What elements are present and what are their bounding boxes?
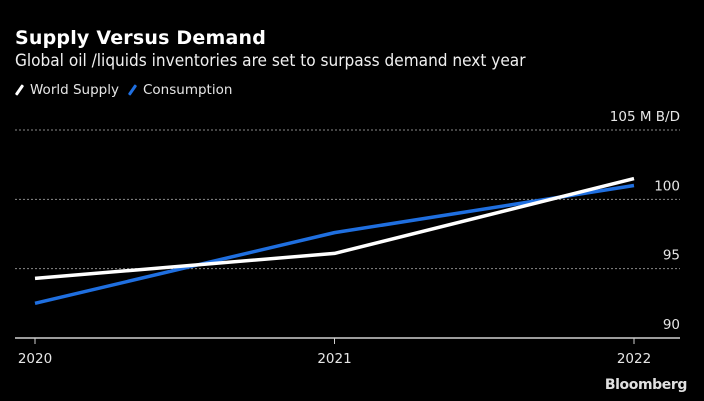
series-line-consumption [34,183,635,306]
legend: World Supply Consumption [14,82,241,98]
chart-subtitle: Global oil /liquids inventories are set … [15,51,526,70]
chart-title: Supply Versus Demand [15,27,267,49]
bloomberg-logo: Bloomberg [604,377,688,393]
x-tick-label-2022: 2022 [617,351,651,367]
legend-label-consumption: Consumption [142,82,233,98]
x-tick-label-2021: 2021 [317,351,351,367]
legend-label-world-supply: World Supply [30,82,119,98]
y-tick-label-105: 105 M B/D [610,109,680,125]
y-tick-label-100: 100 [654,178,680,194]
y-tick-label-90: 90 [663,317,680,333]
series-line-world-supply [34,176,635,281]
legend-item-world-supply: World Supply [14,82,119,98]
y-tick-label-95: 95 [663,248,680,264]
legend-item-consumption: Consumption [127,82,233,98]
x-tick-label-2020: 2020 [18,351,52,367]
